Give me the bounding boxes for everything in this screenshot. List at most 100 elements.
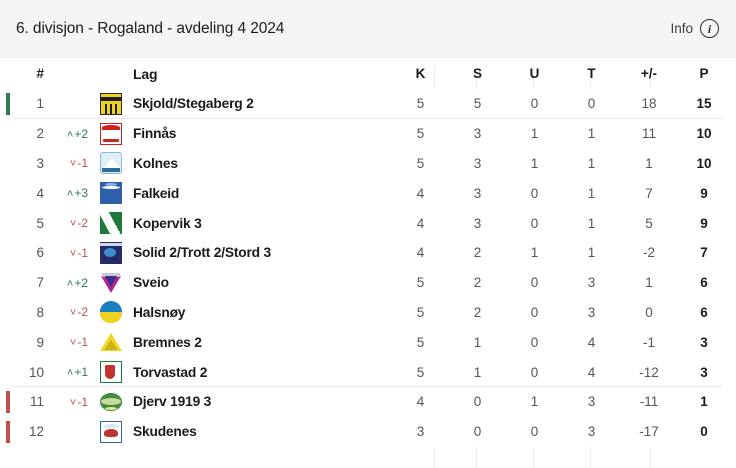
row-team-name[interactable]: Finnås: [133, 126, 177, 142]
row-goal-diff: 11: [641, 126, 656, 142]
row-drawn: 1: [530, 394, 539, 410]
row-lost: 1: [587, 215, 596, 231]
column-header-played: K: [415, 66, 426, 81]
row-team-name[interactable]: Kopervik 3: [133, 215, 202, 231]
column-header-goal-diff: +/-: [640, 66, 658, 81]
row-team-name[interactable]: Solid 2/Trott 2/Stord 3: [133, 245, 271, 261]
row-lost: 3: [587, 275, 596, 291]
row-played: 3: [416, 424, 425, 440]
row-points: 10: [696, 126, 712, 142]
row-team-name[interactable]: Skjold/Stegaberg 2: [133, 96, 254, 112]
club-crest-icon: [100, 122, 122, 145]
row-lost: 3: [587, 394, 596, 410]
row-lost: 4: [587, 334, 596, 350]
row-played: 5: [416, 275, 425, 291]
row-movement-indicator: ˅-2: [69, 216, 88, 231]
movement-arrow-icon: ˅: [69, 247, 77, 260]
club-crest-icon: [100, 301, 122, 324]
row-lost: 1: [587, 185, 596, 201]
movement-arrow-icon: ˅: [69, 158, 77, 171]
row-rank: 5: [36, 215, 44, 231]
row-drawn: 0: [530, 364, 539, 380]
row-rank: 6: [36, 245, 44, 261]
table-row[interactable]: 3 ˅-1 Kolnes 5 3 1 1 1 10: [0, 148, 736, 179]
club-crest-icon: [100, 272, 122, 294]
row-team-name[interactable]: Halsnøy: [133, 304, 186, 320]
row-drawn: 0: [530, 275, 539, 291]
row-won: 1: [473, 334, 482, 350]
widget-header: 6. divisjon - Rogaland - avdeling 4 2024…: [0, 0, 736, 58]
row-won: 2: [473, 275, 482, 291]
row-rank: 12: [28, 424, 44, 440]
row-team-name[interactable]: Skudenes: [133, 424, 197, 440]
row-won: 5: [473, 96, 482, 112]
row-team-name[interactable]: Kolnes: [133, 155, 178, 171]
position-marker: [0, 357, 14, 387]
row-drawn: 0: [530, 215, 539, 231]
info-circle-icon: i: [700, 19, 719, 38]
row-points: 9: [700, 185, 708, 201]
row-team-name[interactable]: Bremnes 2: [133, 334, 202, 350]
row-points: 7: [700, 245, 708, 261]
row-points: 15: [696, 96, 712, 112]
row-movement-indicator: ˅-1: [69, 335, 88, 350]
club-crest-icon: [100, 92, 122, 115]
row-team-name[interactable]: Falkeid: [133, 185, 180, 201]
row-movement-indicator: ˅-2: [69, 305, 88, 320]
club-crest-icon: [100, 331, 122, 353]
column-header-drawn: U: [529, 66, 540, 81]
row-rank: 1: [36, 96, 44, 112]
position-marker: [0, 178, 14, 208]
row-points: 6: [700, 275, 708, 291]
row-drawn: 0: [530, 96, 539, 112]
row-goal-diff: -12: [639, 364, 659, 380]
movement-arrow-icon: ˄: [66, 277, 74, 290]
position-marker: [0, 417, 14, 447]
table-row[interactable]: 4 ˄+3 Falkeid 4 3 0 1 7 9: [0, 178, 736, 209]
crest-djerv-1919-3: [92, 392, 130, 411]
info-button[interactable]: Info i: [670, 19, 719, 38]
row-movement-indicator: ˄+1: [66, 365, 88, 380]
table-row[interactable]: 2 ˄+2 Finnås 5 3 1 1 11 10: [0, 118, 736, 149]
table-row[interactable]: 5 ˅-2 Kopervik 3 4 3 0 1 5 9: [0, 208, 736, 238]
row-goal-diff: 1: [645, 275, 653, 291]
row-points: 9: [700, 215, 708, 231]
row-won: 3: [473, 155, 482, 171]
table-body: 1 Skjold/Stegaberg 2 5 5 0 0 18 15 2 ˄+2 Finnås 5 3 1…: [0, 89, 736, 447]
row-won: 0: [473, 394, 482, 410]
row-rank: 4: [36, 185, 44, 201]
row-lost: 1: [587, 155, 596, 171]
table-row[interactable]: 12 Skudenes 3 0 0 3 -17 0: [0, 416, 736, 447]
column-header-lost: T: [587, 66, 596, 81]
table-row[interactable]: 6 ˅-1 Solid 2/Trott 2/Stord 3 4 2 1 1 -2 7: [0, 237, 736, 268]
table-row[interactable]: 11 ˅-1 Djerv 1919 3 4 0 1 3 -11 1: [0, 386, 736, 417]
row-team-name[interactable]: Sveio: [133, 275, 169, 291]
row-team-name[interactable]: Djerv 1919 3: [133, 394, 212, 410]
standings-table: # Lag K S U T +/- P 1 Skjold/Stegaberg 2 5…: [0, 58, 736, 468]
info-button-label: Info: [670, 21, 693, 36]
row-points: 0: [700, 424, 708, 440]
table-row[interactable]: 10 ˄+1 Torvastad 2 5 1 0 4 -12 3: [0, 357, 736, 387]
table-row[interactable]: 8 ˅-2 Halsnøy 5 2 0 3 0 6: [0, 297, 736, 328]
column-header-won: S: [472, 66, 482, 81]
table-row[interactable]: 1 Skjold/Stegaberg 2 5 5 0 0 18 15: [0, 89, 736, 119]
row-team-name[interactable]: Torvastad 2: [133, 364, 208, 380]
row-lost: 3: [587, 424, 596, 440]
movement-arrow-icon: ˅: [69, 218, 77, 231]
table-row[interactable]: 9 ˅-1 Bremnes 2 5 1 0 4 -1 3: [0, 327, 736, 358]
row-won: 3: [473, 126, 482, 142]
row-played: 5: [416, 364, 425, 380]
row-drawn: 0: [530, 185, 539, 201]
row-goal-diff: 1: [645, 155, 653, 171]
row-rank: 8: [36, 304, 44, 320]
crest-skudenes: [92, 420, 130, 443]
table-header-row: # Lag K S U T +/- P: [0, 58, 736, 89]
row-points: 10: [696, 155, 712, 171]
table-row[interactable]: 7 ˄+2 Sveio 5 2 0 3 1 6: [0, 267, 736, 298]
club-crest-icon: [100, 152, 122, 175]
movement-arrow-icon: ˅: [69, 396, 77, 409]
row-played: 5: [416, 155, 425, 171]
row-movement-indicator: ˅-1: [69, 245, 88, 260]
row-goal-diff: -11: [639, 394, 659, 410]
